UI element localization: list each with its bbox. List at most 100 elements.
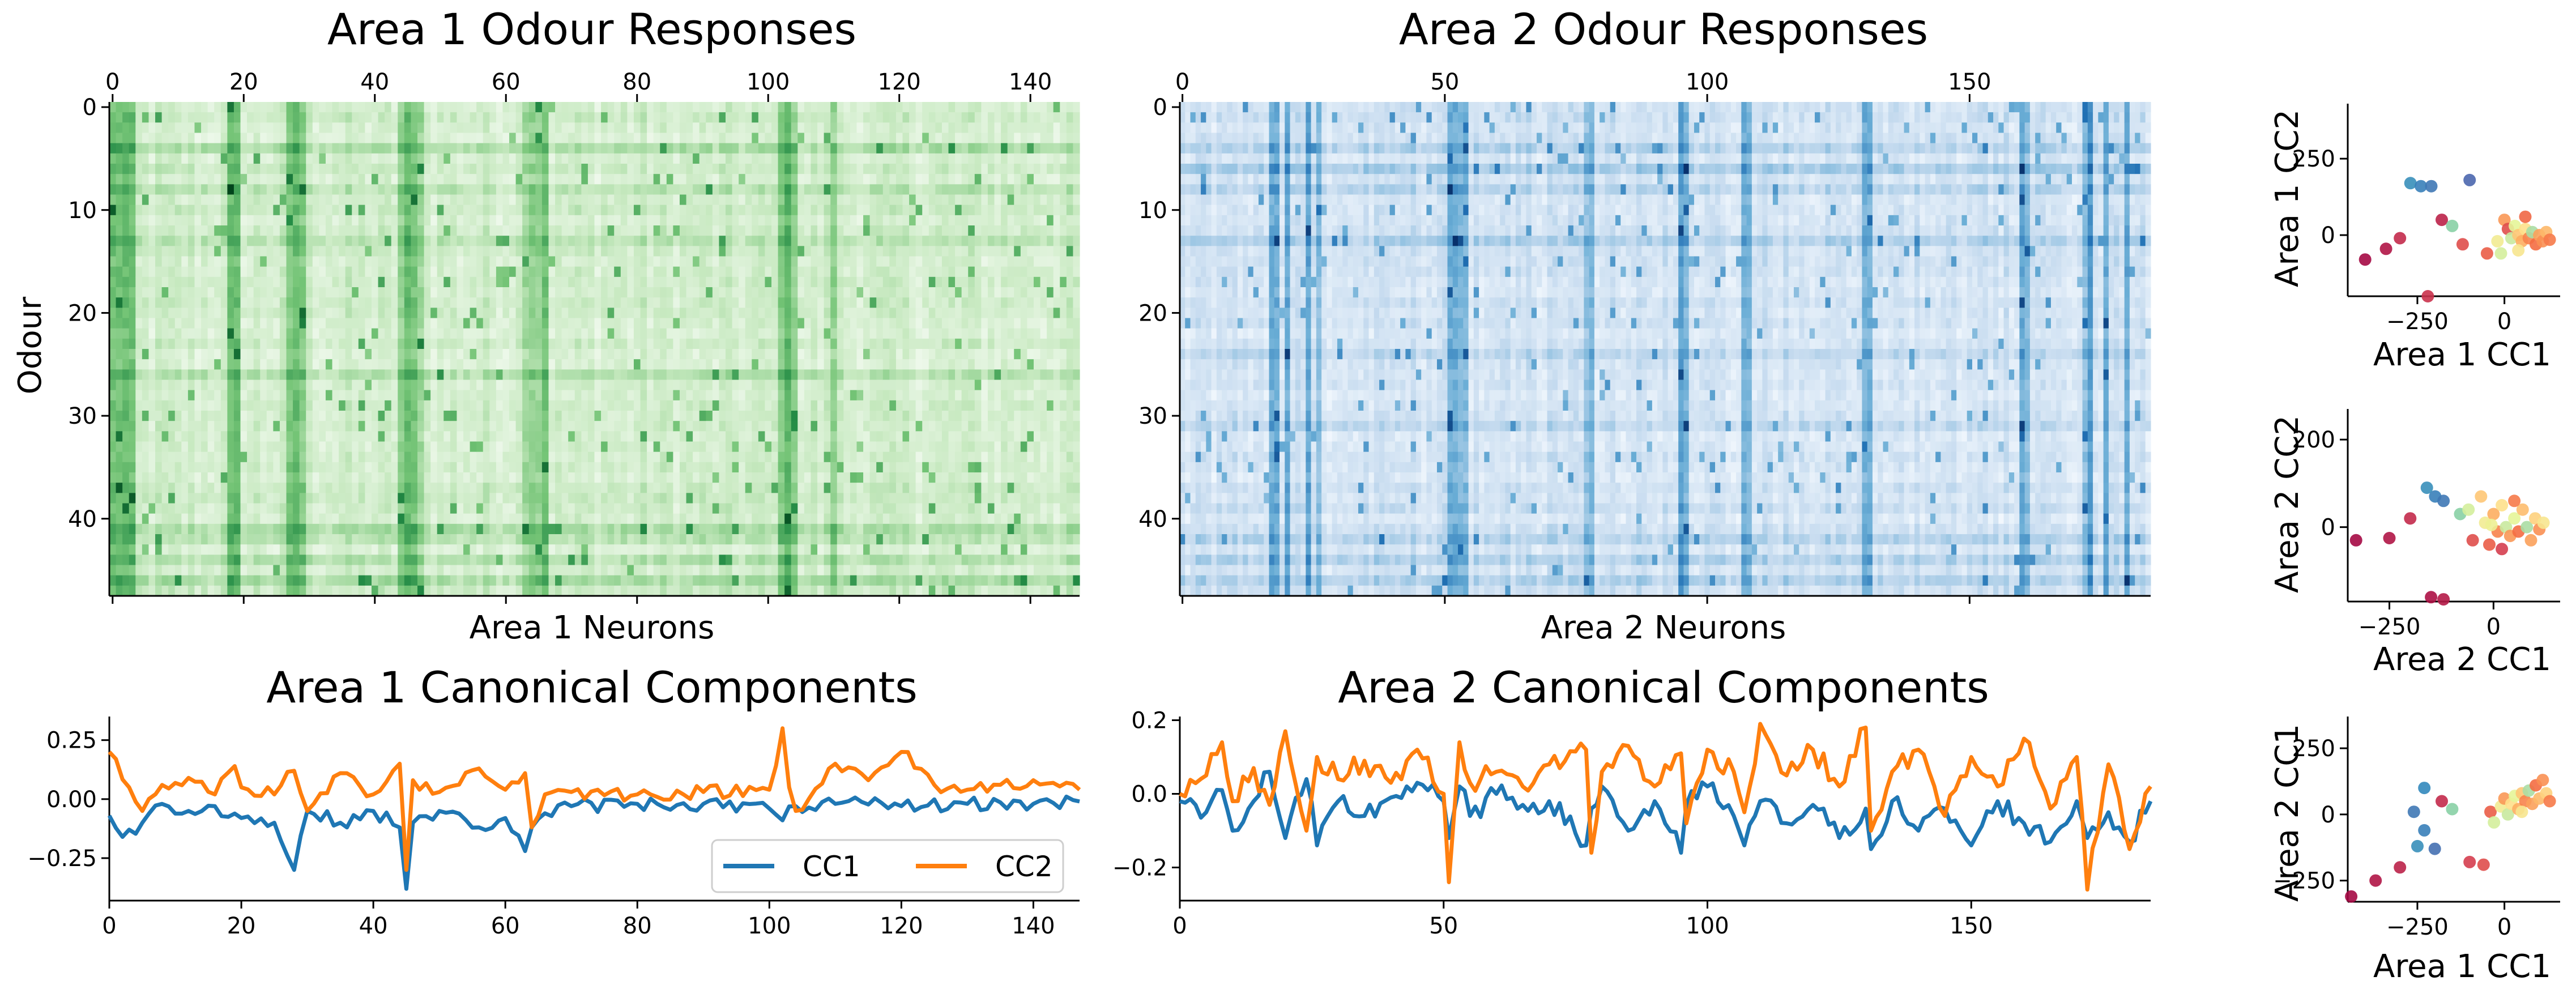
heatmap-cell	[116, 462, 123, 473]
heatmap-cell	[686, 308, 693, 319]
heatmap-cell	[574, 534, 582, 545]
heatmap-cell	[430, 184, 438, 195]
heatmap-cell	[568, 194, 575, 206]
heatmap-cell	[528, 523, 536, 535]
heatmap-cell	[398, 534, 405, 545]
heatmap-cell	[155, 555, 163, 566]
heatmap-cell	[771, 380, 779, 391]
heatmap-cell	[325, 204, 333, 216]
heatmap-cell	[752, 544, 759, 555]
heatmap-cell	[470, 411, 477, 421]
heatmap-cell	[568, 472, 575, 483]
heatmap-cell	[293, 472, 300, 483]
heatmap-cell	[476, 194, 484, 206]
heatmap-cell	[148, 380, 156, 391]
heatmap-cell	[457, 441, 464, 453]
heatmap-cell	[620, 297, 628, 308]
heatmap-cell	[286, 441, 293, 453]
heatmap-cell	[273, 575, 280, 586]
heatmap-cell	[385, 256, 392, 267]
heatmap-cell	[233, 133, 241, 144]
heatmap-cell	[319, 431, 326, 442]
heatmap-cell	[417, 276, 425, 288]
heatmap-cell	[450, 204, 458, 216]
heatmap-cell	[758, 565, 766, 576]
heatmap-cell	[385, 441, 392, 453]
heatmap-cell	[365, 133, 372, 144]
heatmap-cell	[181, 431, 189, 442]
heatmap-cell	[365, 215, 372, 226]
heatmap-cell	[142, 122, 150, 134]
heatmap-cell	[260, 164, 267, 174]
heatmap-cell	[293, 112, 300, 123]
heatmap-cell	[712, 411, 720, 421]
heatmap-cell	[706, 225, 713, 236]
heatmap-cell	[594, 523, 602, 535]
heatmap-cell	[109, 184, 117, 195]
heatmap-cell	[201, 534, 208, 545]
heatmap-cell	[273, 276, 280, 288]
heatmap-cell	[437, 451, 444, 463]
heatmap-cell	[312, 380, 319, 391]
heatmap-cell	[450, 555, 458, 566]
heatmap-cell	[398, 523, 405, 535]
heatmap-cell	[535, 523, 543, 535]
heatmap-cell	[666, 503, 673, 514]
heatmap-cell	[666, 276, 673, 288]
heatmap-cell	[594, 236, 602, 246]
heatmap-cell	[640, 102, 647, 113]
heatmap-cell	[522, 276, 530, 288]
heatmap-cell	[666, 204, 673, 216]
heatmap-cell	[181, 380, 189, 391]
heatmap-cell	[299, 585, 306, 596]
heatmap-cell	[371, 266, 379, 278]
heatmap-cell	[293, 400, 300, 411]
heatmap-cell	[207, 565, 215, 576]
heatmap-cell	[411, 308, 418, 319]
heatmap-cell	[706, 523, 713, 535]
heatmap-cell	[581, 544, 588, 555]
heatmap-cell	[457, 153, 464, 164]
heatmap-cell	[266, 122, 274, 134]
heatmap-cell	[607, 174, 615, 185]
heatmap-cell	[607, 266, 615, 278]
heatmap-cell	[633, 133, 641, 144]
heatmap-cell	[489, 380, 497, 391]
heatmap-cell	[706, 143, 713, 154]
heatmap-cell	[450, 441, 458, 453]
heatmap-cell	[660, 153, 667, 164]
heatmap-cell	[535, 380, 543, 391]
heatmap-cell	[745, 122, 752, 134]
heatmap-cell	[116, 276, 123, 288]
heatmap-cell	[279, 266, 287, 278]
heatmap-cell	[161, 194, 169, 206]
heatmap-cell	[502, 266, 510, 278]
heatmap-cell	[601, 451, 608, 463]
heatmap-cell	[398, 256, 405, 267]
heatmap-cell	[535, 493, 543, 504]
heatmap-cell	[273, 308, 280, 319]
heatmap-cell	[424, 565, 431, 576]
heatmap-cell	[739, 472, 746, 483]
heatmap-cell	[712, 462, 720, 473]
heatmap-cell	[247, 380, 254, 391]
heatmap-cell	[430, 585, 438, 596]
heatmap-cell	[496, 441, 504, 453]
heatmap-cell	[378, 523, 385, 535]
heatmap-cell	[181, 246, 189, 257]
heatmap-cell	[168, 112, 176, 123]
heatmap-cell	[129, 308, 136, 319]
heatmap-cell	[483, 493, 490, 504]
heatmap-cell	[129, 585, 136, 596]
heatmap-cell	[601, 534, 608, 545]
heatmap-cell	[227, 266, 234, 278]
heatmap-cell	[568, 297, 575, 308]
heatmap-cell	[443, 565, 451, 576]
heatmap-cell	[391, 266, 398, 278]
heatmap-cell	[365, 359, 372, 370]
heatmap-cell	[273, 133, 280, 144]
heatmap-cell	[345, 204, 352, 216]
heatmap-cell	[207, 225, 215, 236]
heatmap-cell	[437, 215, 444, 226]
heatmap-cell	[430, 338, 438, 349]
